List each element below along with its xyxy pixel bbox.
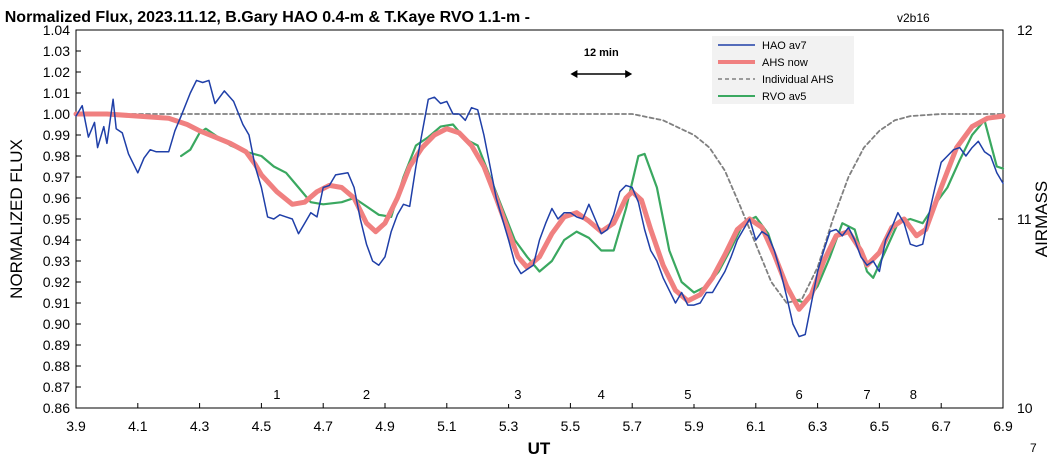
- x-tick-label: 4.1: [128, 418, 148, 434]
- event-label: 2: [363, 387, 370, 402]
- y-tick-label: 0.89: [43, 337, 70, 353]
- event-label-bg: [676, 384, 699, 404]
- x-tick-label: 5.9: [684, 418, 704, 434]
- legend: HAO av7 AHS now Individual AHS RVO av5: [712, 36, 854, 104]
- series-line-individual-ahs: [75, 113, 1004, 304]
- event-label-bg: [788, 384, 811, 404]
- event-label: 5: [684, 387, 691, 402]
- y-tick-label: 0.96: [43, 190, 70, 206]
- event-label-bg: [506, 384, 529, 404]
- chart-title: J0328-1219, Normalized Flux, 2023.11.12,…: [0, 9, 530, 26]
- x-tick-label: 4.9: [375, 418, 395, 434]
- y-tick-label: 0.95: [43, 211, 70, 227]
- event-label: 3: [514, 387, 521, 402]
- y-tick-label: 1.02: [43, 64, 70, 80]
- y-tick-label: 0.99: [43, 127, 70, 143]
- y-tick-label: 0.88: [43, 358, 70, 374]
- y-axis-title: NORMALIZED FLUX: [7, 139, 26, 299]
- y-tick-label: 1.03: [43, 43, 70, 59]
- y2-axis: 10 11 12: [998, 22, 1033, 416]
- x-tick-label: 3.9: [66, 418, 86, 434]
- x-tick-label: 6.1: [746, 418, 766, 434]
- y-tick-label: 1.00: [43, 106, 70, 122]
- x-tick-label: 4.3: [190, 418, 210, 434]
- y-tick-label: 0.92: [43, 274, 70, 290]
- y-tick-label: 0.91: [43, 295, 70, 311]
- x-tick-label: 5.1: [437, 418, 457, 434]
- event-label: 1: [273, 387, 280, 402]
- series-line-hao-av7: [75, 79, 1004, 338]
- x-tick-label: 4.5: [252, 418, 272, 434]
- annotations: 12 min 1 2 3 4 5 6 7 8: [265, 47, 925, 404]
- legend-label-ahs: AHS now: [762, 57, 808, 69]
- event-label: 8: [910, 387, 917, 402]
- y-tick-label: 0.98: [43, 148, 70, 164]
- event-label-bg: [265, 384, 288, 404]
- event-label: 4: [598, 387, 605, 402]
- x-tick-label: 5.3: [499, 418, 519, 434]
- x-tick-label: 5.5: [561, 418, 581, 434]
- y2-tick-label: 11: [1017, 211, 1032, 227]
- title: J0328-1219, Normalized Flux, 2023.11.12,…: [0, 9, 930, 26]
- y-tick-label: 1.04: [43, 22, 70, 38]
- y-tick-label: 0.87: [43, 379, 70, 395]
- event-label: 6: [795, 387, 802, 402]
- event-label-bg: [590, 384, 613, 404]
- y2-tick-label: 12: [1017, 22, 1033, 38]
- y-axis: 0.86 0.87 0.88 0.89 0.90 0.91 0.92 0.93 0.94 0.95…: [43, 22, 81, 416]
- chart-title-suffix: v2b16: [897, 11, 930, 25]
- y-tick-label: 0.94: [43, 232, 70, 248]
- legend-label-indiv: Individual AHS: [762, 74, 834, 86]
- x-tick-label: 4.7: [313, 418, 333, 434]
- x-tick-label: 6.3: [808, 418, 828, 434]
- scale-bar-arrow-left: [570, 70, 578, 78]
- y-tick-label: 0.97: [43, 169, 70, 185]
- legend-label-rvo: RVO av5: [762, 91, 806, 103]
- x-tick-label: 5.7: [622, 418, 642, 434]
- plot-area: [75, 29, 1004, 409]
- scale-bar-label: 12 min: [584, 47, 619, 59]
- y-tick-label: 0.86: [43, 400, 70, 416]
- y-tick-label: 0.93: [43, 253, 70, 269]
- x-axis: 3.9 4.1 4.3 4.5 4.7 4.9 5.1 5.3 5.5 5.7 5.9 6.1 6.3 6…: [66, 403, 1013, 434]
- y-tick-label: 1.01: [43, 85, 70, 101]
- event-label-bg: [902, 384, 925, 404]
- legend-label-hao: HAO av7: [762, 40, 807, 52]
- y2-axis-title: AIRMASS: [1032, 181, 1051, 258]
- x-tick-label: 6.5: [870, 418, 890, 434]
- event-label-bg: [856, 384, 879, 404]
- legend-box: [712, 36, 854, 104]
- y2-tick-label: 10: [1017, 400, 1033, 416]
- x-tick-label: 6.7: [931, 418, 951, 434]
- series-line-ahs-now: [73, 111, 1006, 312]
- y2-extra-label: 7: [1030, 441, 1037, 455]
- x-tick-label: 6.9: [993, 418, 1013, 434]
- event-label: 7: [863, 387, 870, 402]
- y-tick-label: 0.90: [43, 316, 70, 332]
- event-label-bg: [355, 384, 378, 404]
- series-layer: [73, 79, 1006, 338]
- scale-bar-arrow-right: [625, 70, 633, 78]
- series-line-rvo-av5: [180, 119, 1005, 305]
- x-axis-title: UT: [528, 439, 551, 458]
